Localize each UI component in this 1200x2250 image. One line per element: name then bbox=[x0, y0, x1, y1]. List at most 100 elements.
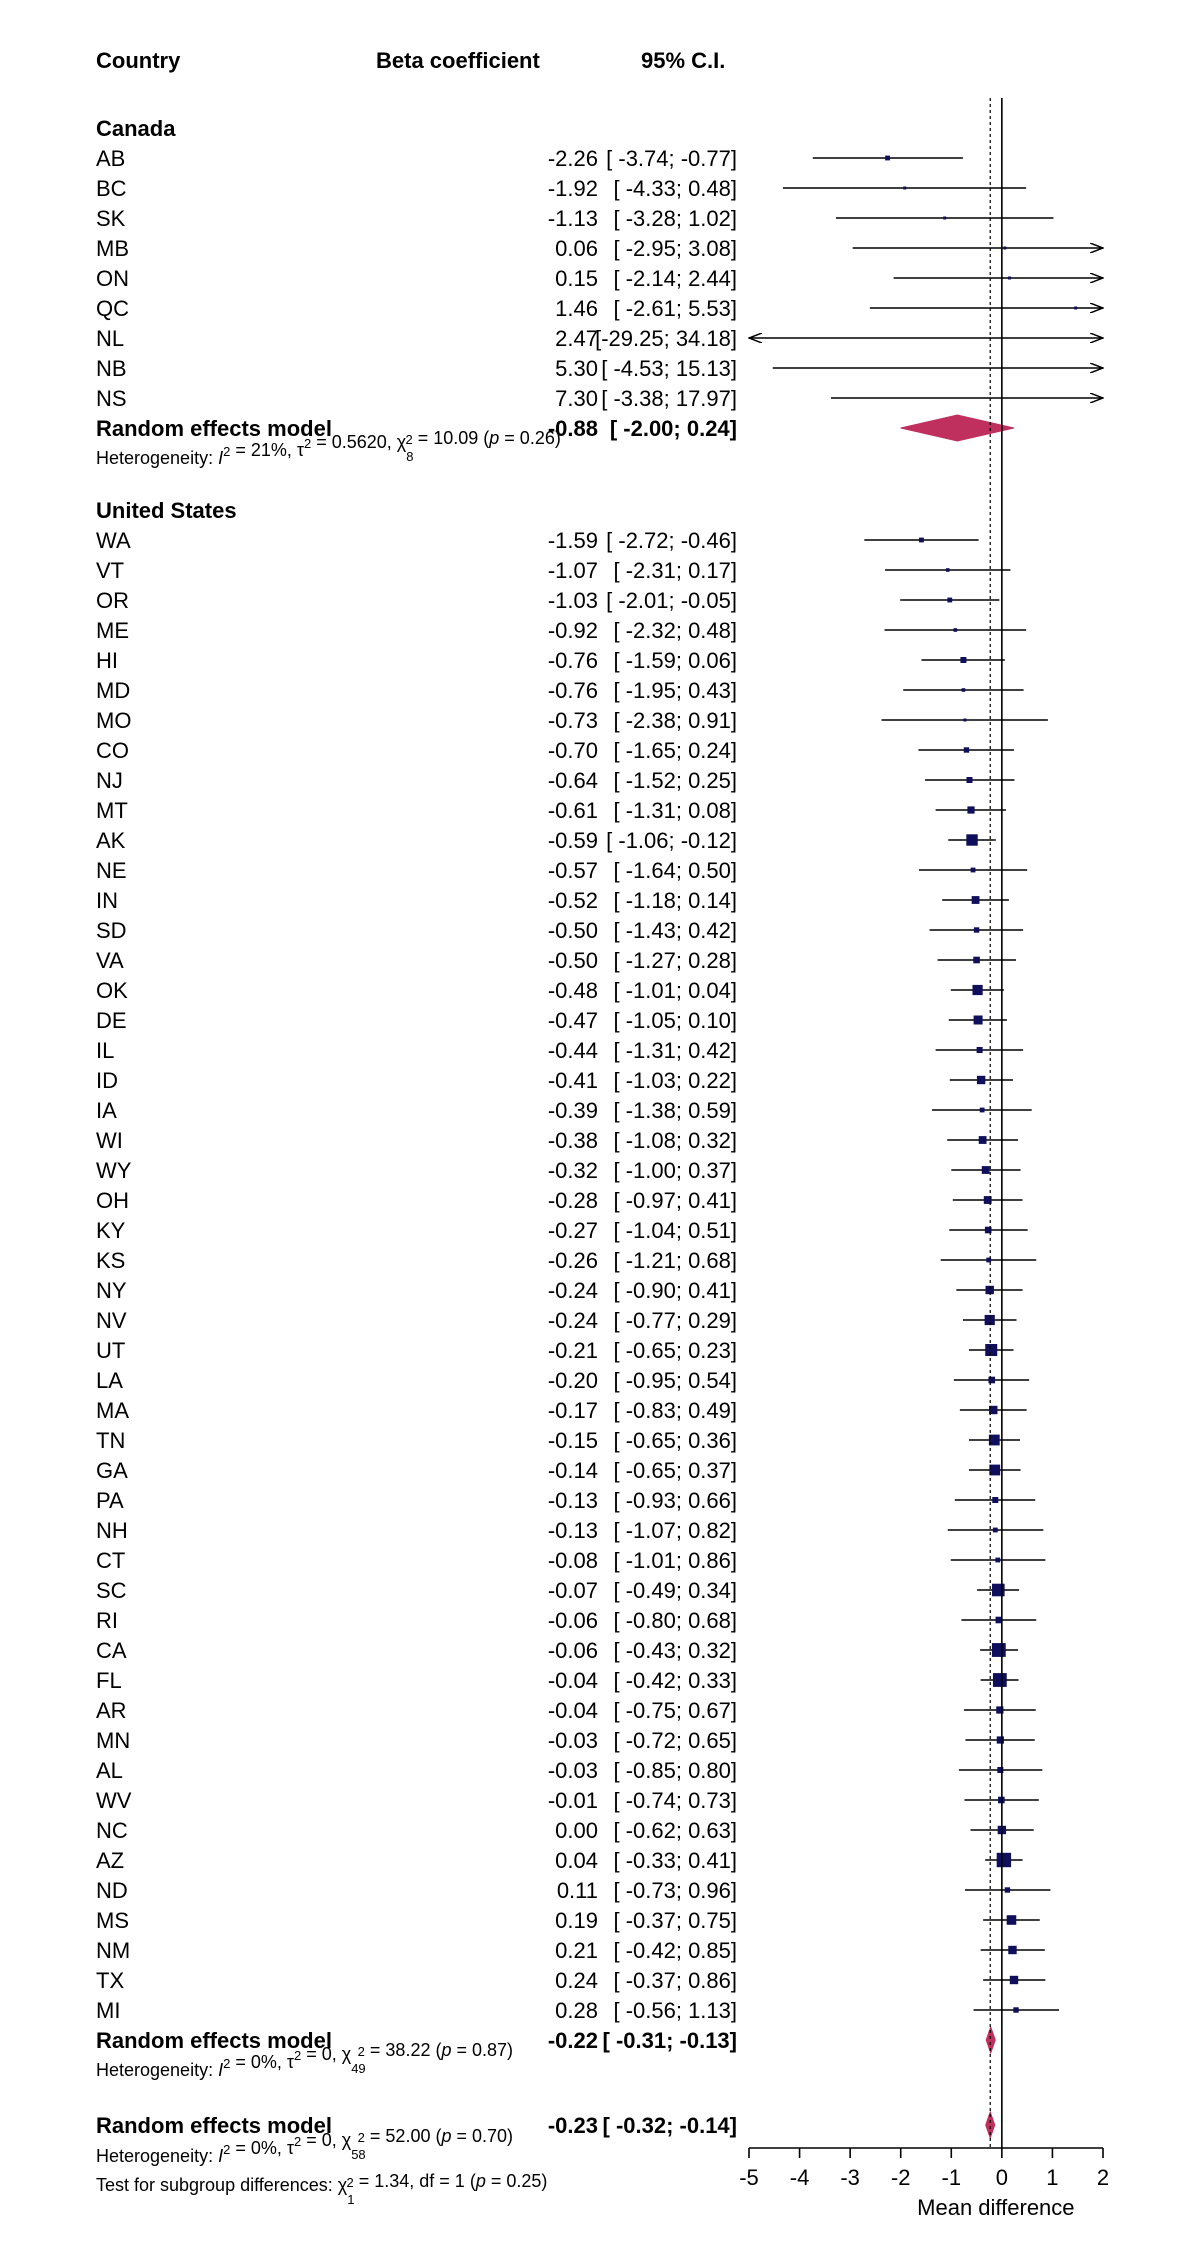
header-ci: 95% C.I. bbox=[641, 48, 725, 73]
study-ci: [ -2.72; -0.46] bbox=[606, 528, 737, 553]
study-ci: [ -2.01; -0.05] bbox=[606, 588, 737, 613]
study-estimate: -0.24 bbox=[548, 1308, 598, 1333]
study-estimate: -0.17 bbox=[548, 1398, 598, 1423]
estimate-square bbox=[1008, 1945, 1017, 1955]
study-label: TN bbox=[96, 1428, 125, 1453]
study-label: AB bbox=[96, 146, 125, 171]
study-label: HI bbox=[96, 648, 118, 673]
overall-heterogeneity-text: Heterogeneity: I2 = 0%, τ2 = 0, χ582 = 5… bbox=[96, 2126, 513, 2166]
study-label: MB bbox=[96, 236, 129, 261]
study-estimate: -0.13 bbox=[548, 1488, 598, 1513]
estimate-square bbox=[1004, 1887, 1011, 1893]
study-label: NL bbox=[96, 326, 124, 351]
estimate-square bbox=[970, 867, 976, 873]
study-label: PA bbox=[96, 1488, 124, 1513]
estimate-square bbox=[967, 806, 975, 814]
estimate-square bbox=[885, 155, 890, 161]
study-ci: [ -0.37; 0.86] bbox=[613, 1968, 737, 1993]
study-estimate: 0.15 bbox=[555, 266, 598, 291]
study-ci: [ -1.04; 0.51] bbox=[613, 1218, 737, 1243]
estimate-square bbox=[966, 777, 973, 783]
study-ci: [ -1.38; 0.59] bbox=[613, 1098, 737, 1123]
study-label: RI bbox=[96, 1608, 118, 1633]
pooled-label: Random effects model bbox=[96, 416, 332, 441]
study-estimate: -0.48 bbox=[548, 978, 598, 1003]
study-ci: [ -1.06; -0.12] bbox=[606, 828, 737, 853]
study-label: NM bbox=[96, 1938, 130, 1963]
estimate-square bbox=[983, 1196, 992, 1204]
study-ci: [ -0.95; 0.54] bbox=[613, 1368, 737, 1393]
study-ci: [ -0.65; 0.37] bbox=[613, 1458, 737, 1483]
study-estimate: -1.92 bbox=[548, 176, 598, 201]
study-estimate: -0.14 bbox=[548, 1458, 598, 1483]
study-estimate: 0.19 bbox=[555, 1908, 598, 1933]
study-estimate: -1.03 bbox=[548, 588, 598, 613]
study-ci: [ -1.01; 0.86] bbox=[613, 1548, 737, 1573]
study-estimate: -0.03 bbox=[548, 1758, 598, 1783]
study-estimate: -0.76 bbox=[548, 648, 598, 673]
group-title: Canada bbox=[96, 116, 176, 141]
study-ci: [ -4.33; 0.48] bbox=[613, 176, 737, 201]
study-ci: [ -0.74; 0.73] bbox=[613, 1788, 737, 1813]
study-ci: [ -1.95; 0.43] bbox=[613, 678, 737, 703]
study-label: ME bbox=[96, 618, 129, 643]
study-ci: [ -2.14; 2.44] bbox=[613, 266, 737, 291]
estimate-square bbox=[986, 1257, 992, 1263]
estimate-square bbox=[989, 1405, 998, 1415]
study-estimate: 5.30 bbox=[555, 356, 598, 381]
study-label: AZ bbox=[96, 1848, 124, 1873]
study-ci: [ -1.65; 0.24] bbox=[613, 738, 737, 763]
study-estimate: -0.15 bbox=[548, 1428, 598, 1453]
estimate-square bbox=[985, 1285, 994, 1295]
study-label: MO bbox=[96, 708, 131, 733]
estimate-square bbox=[996, 1736, 1004, 1744]
study-ci: [ -2.61; 5.53] bbox=[613, 296, 737, 321]
estimate-square bbox=[973, 956, 980, 964]
pooled-ci: [ -2.00; 0.24] bbox=[610, 416, 737, 441]
estimate-square bbox=[989, 1464, 1001, 1476]
estimate-square bbox=[1009, 1975, 1019, 1985]
study-estimate: 0.28 bbox=[555, 1998, 598, 2023]
study-label: OH bbox=[96, 1188, 129, 1213]
estimate-square bbox=[943, 216, 947, 220]
estimate-square bbox=[985, 1344, 998, 1356]
estimate-square bbox=[1003, 246, 1007, 250]
estimate-square bbox=[976, 1075, 986, 1085]
study-estimate: -0.28 bbox=[548, 1188, 598, 1213]
estimate-square bbox=[995, 1616, 1003, 1624]
study-ci: [ -1.18; 0.14] bbox=[613, 888, 737, 913]
study-estimate: 7.30 bbox=[555, 386, 598, 411]
study-ci: [ -2.32; 0.48] bbox=[613, 618, 737, 643]
estimate-square bbox=[960, 657, 967, 663]
study-label: SC bbox=[96, 1578, 127, 1603]
study-label: ID bbox=[96, 1068, 118, 1093]
study-estimate: -0.39 bbox=[548, 1098, 598, 1123]
study-label: VA bbox=[96, 948, 124, 973]
study-ci: [ -0.43; 0.32] bbox=[613, 1638, 737, 1663]
study-ci: [ -1.27; 0.28] bbox=[613, 948, 737, 973]
study-ci: [ -1.31; 0.08] bbox=[613, 798, 737, 823]
study-estimate: 2.47 bbox=[555, 326, 598, 351]
study-estimate: -1.07 bbox=[548, 558, 598, 583]
study-ci: [ -0.49; 0.34] bbox=[613, 1578, 737, 1603]
study-label: DE bbox=[96, 1008, 127, 1033]
study-estimate: 0.00 bbox=[555, 1818, 598, 1843]
estimate-square bbox=[991, 1643, 1006, 1657]
estimate-square bbox=[992, 1527, 998, 1533]
estimate-square bbox=[947, 597, 953, 603]
pooled-diamond bbox=[900, 414, 1015, 442]
study-estimate: 1.46 bbox=[555, 296, 598, 321]
x-axis-label: Mean difference bbox=[917, 2195, 1074, 2220]
estimate-square bbox=[984, 1314, 995, 1326]
study-ci: [ -0.97; 0.41] bbox=[613, 1188, 737, 1213]
overall-ci: [ -0.32; -0.14] bbox=[603, 2113, 738, 2138]
study-ci: [ -1.31; 0.42] bbox=[613, 1038, 737, 1063]
estimate-square bbox=[966, 834, 978, 846]
study-label: KY bbox=[96, 1218, 126, 1243]
estimate-square bbox=[953, 628, 958, 632]
study-estimate: -0.70 bbox=[548, 738, 598, 763]
study-label: NH bbox=[96, 1518, 128, 1543]
study-ci: [ -1.43; 0.42] bbox=[613, 918, 737, 943]
estimate-square bbox=[996, 1706, 1004, 1714]
group-title: United States bbox=[96, 498, 237, 523]
